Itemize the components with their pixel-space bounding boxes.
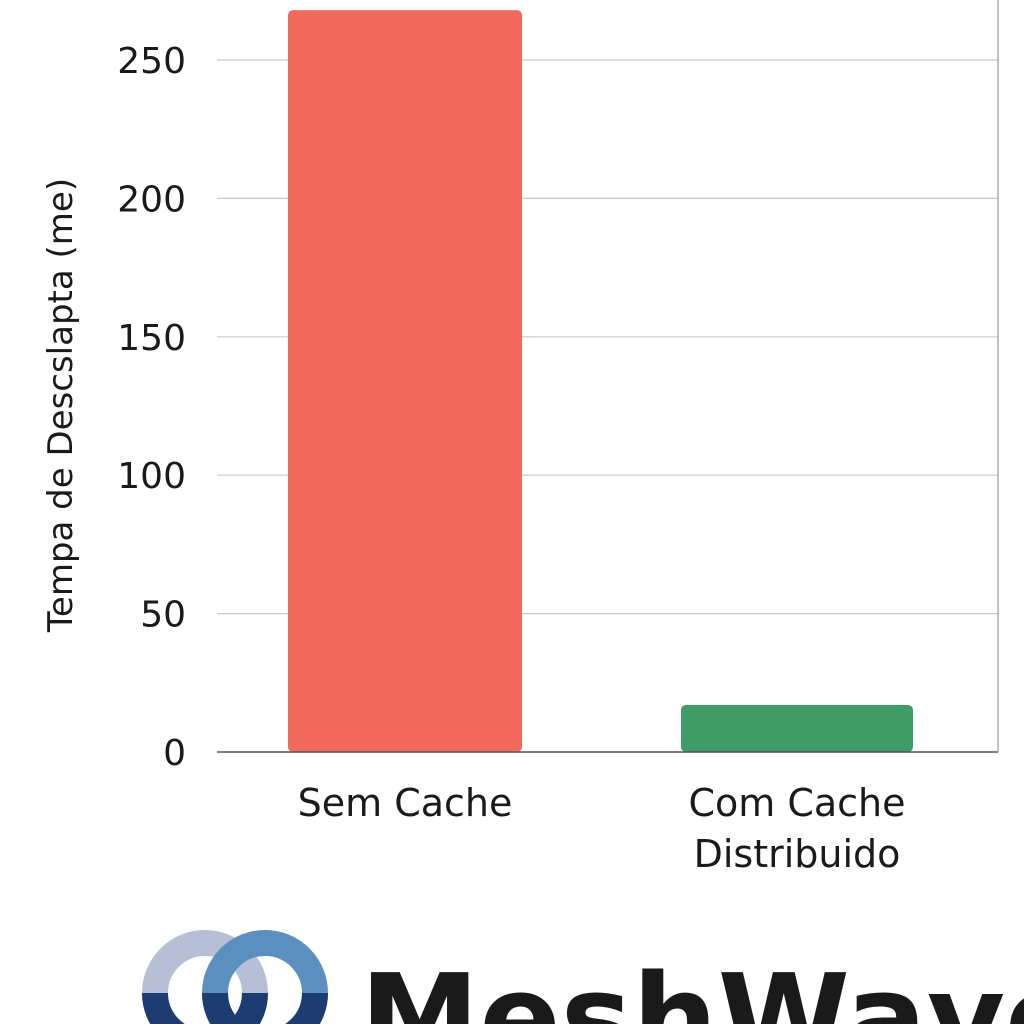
- x-tick-label: Distribuido: [694, 832, 901, 876]
- y-tick-label: 50: [140, 595, 186, 636]
- bars: [288, 10, 913, 752]
- y-tick-label: 200: [117, 179, 186, 220]
- bar: [681, 704, 913, 752]
- logo-ring-left: [142, 930, 268, 1024]
- x-tick-label: Sem Cache: [298, 781, 513, 825]
- bar: [288, 10, 522, 752]
- brand-name: MeshWave: [360, 950, 1024, 1024]
- x-tick-label: Com Cache: [688, 781, 905, 825]
- logo-ring-right: [202, 930, 328, 1024]
- axes: [217, 0, 999, 753]
- x-tick-labels: Sem Cache Com Cache Distribuido: [298, 781, 906, 876]
- y-axis-title: Tempa de Descslapta (me): [41, 178, 81, 633]
- y-tick-labels: 0 50 100 150 200 250: [117, 41, 186, 774]
- y-tick-label: 150: [117, 318, 186, 359]
- y-tick-label: 0: [163, 733, 186, 774]
- y-tick-label: 250: [117, 41, 186, 82]
- brand-logo: MeshWave: [142, 930, 1024, 1024]
- y-tick-label: 100: [117, 456, 186, 497]
